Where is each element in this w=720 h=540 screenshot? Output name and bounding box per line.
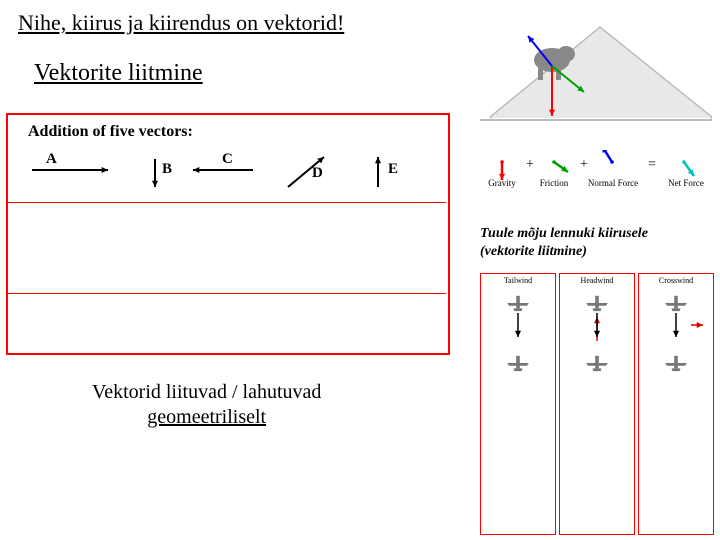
page-title-2: Vektorite liitmine — [34, 60, 203, 87]
force-label-normal: Normal Force — [586, 178, 640, 188]
wind-caption-l1: Tuule mõju lennuki kiirusele — [480, 226, 648, 241]
wind-title-1: Headwind — [560, 276, 634, 285]
wind-diagram: Tailwind Headwind Crosswind — [480, 273, 712, 533]
vector-E-label: E — [388, 161, 398, 178]
wind-caption-l2: (vektorite liitmine) — [480, 244, 587, 259]
bottom-line2: geomeetriliselt — [147, 406, 266, 428]
wind-title-0: Tailwind — [481, 276, 555, 285]
vector-D-label: D — [312, 165, 323, 182]
wind-caption: Tuule mõju lennuki kiirusele (vektorite … — [480, 225, 712, 260]
page-title-1: Nihe, kiirus ja kiirendus on vektorid! — [18, 10, 344, 36]
svg-text:+: + — [526, 157, 534, 172]
force-label-gravity: Gravity — [484, 178, 520, 188]
force-label-friction: Friction — [536, 178, 572, 188]
bottom-caption: Vektorid liituvad / lahutuvad geomeetril… — [92, 380, 321, 430]
vector-addition-box: Addition of five vectors: A B C D E — [6, 113, 450, 355]
wind-col-crosswind: Crosswind — [638, 273, 714, 535]
wind-title-2: Crosswind — [639, 276, 713, 285]
wind-col-tailwind: Tailwind — [480, 273, 556, 535]
svg-text:+: + — [580, 157, 588, 172]
vector-C-label: C — [222, 151, 233, 168]
force-equation-row: + + = Gravity Friction Normal Force Net Fo… — [480, 150, 712, 190]
svg-text:=: = — [648, 157, 656, 172]
bottom-line1: Vektorid liituvad / lahutuvad — [92, 381, 321, 403]
wind-col-headwind: Headwind — [559, 273, 635, 535]
vector-B-label: B — [162, 161, 172, 178]
ramp-diagram — [480, 8, 712, 148]
box-divider-1 — [6, 202, 446, 203]
box-divider-2 — [6, 293, 446, 294]
vector-A-label: A — [46, 151, 57, 168]
force-label-net: Net Force — [664, 178, 708, 188]
